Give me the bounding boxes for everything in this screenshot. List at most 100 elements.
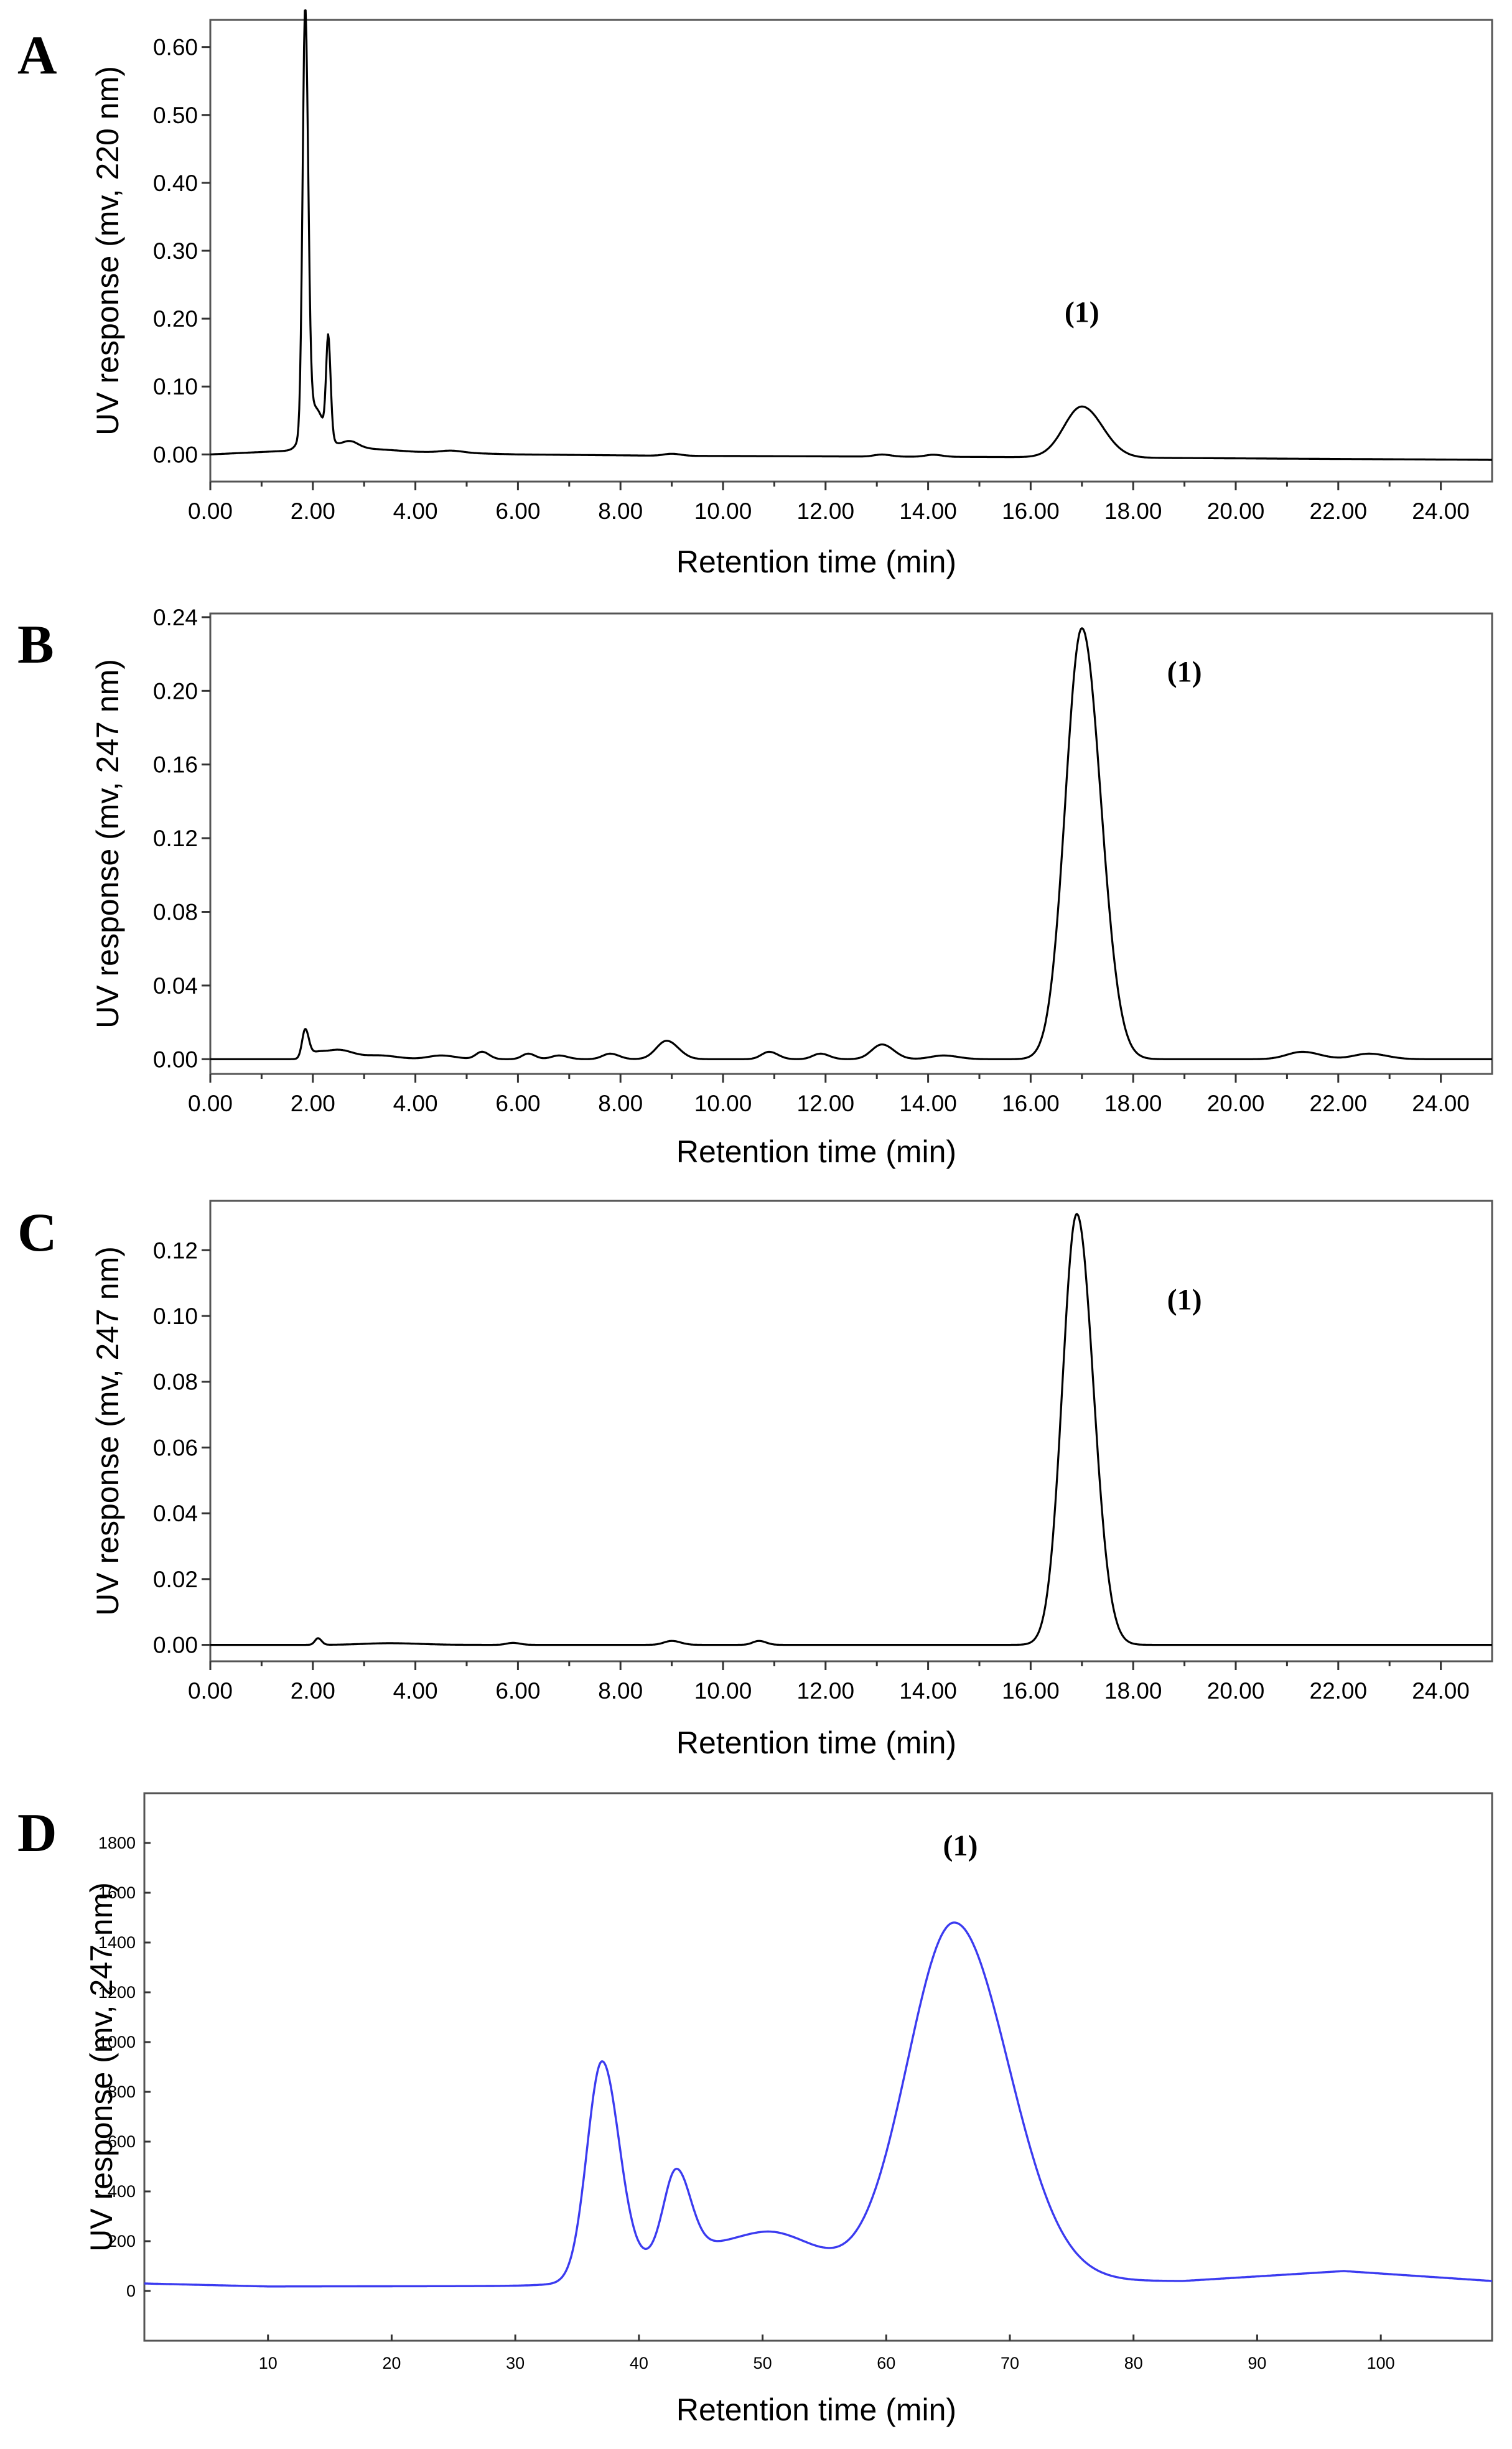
- y-axis-title-a: UV response (mv, 220 nm): [90, 66, 125, 436]
- x-tick-label-d-5: 60: [877, 2354, 895, 2372]
- x-axis-title-d: Retention time (min): [676, 2392, 956, 2427]
- panel-letter-b: B: [17, 615, 54, 675]
- x-tick-label-b-0: 0.00: [188, 1091, 233, 1116]
- x-tick-label-a-1: 2.00: [291, 498, 335, 524]
- x-tick-label-d-9: 100: [1367, 2354, 1395, 2372]
- tick-group-c: 0.00 2.00 4.00 6.00 8.00 10.00 12.00 14.00 16.00…: [153, 1238, 1470, 1704]
- x-tick-label-a-10: 20.00: [1207, 498, 1265, 524]
- panel-letter-d: D: [17, 1803, 57, 1864]
- y-tick-label-c-1: 0.02: [153, 1567, 198, 1592]
- x-tick-label-d-8: 90: [1248, 2354, 1266, 2372]
- y-tick-label-a-0: 0.00: [153, 442, 198, 467]
- peak-label-c: (1): [1167, 1283, 1202, 1316]
- x-axis-title-b: Retention time (min): [676, 1134, 956, 1169]
- x-tick-label-d-6: 70: [1001, 2354, 1019, 2372]
- x-tick-label-c-7: 14.00: [899, 1678, 957, 1704]
- y-tick-label-c-5: 0.10: [153, 1304, 198, 1329]
- y-tick-label-b-5: 0.20: [153, 678, 198, 704]
- y-tick-label-c-2: 0.04: [153, 1501, 198, 1526]
- x-tick-label-a-2: 4.00: [393, 498, 438, 524]
- x-tick-label-a-7: 14.00: [899, 498, 957, 524]
- panel-letter-a: A: [17, 26, 57, 86]
- tick-group-d: 10 20 30 40 50 60 70 80 90 1000200400600800100012…: [98, 1834, 1395, 2372]
- x-tick-label-b-12: 24.00: [1412, 1091, 1470, 1116]
- tick-group-a: 0.00 2.00 4.00 6.00 8.00 10.00 12.00 14.00 16.00…: [153, 35, 1470, 524]
- x-tick-label-c-5: 10.00: [694, 1678, 752, 1704]
- x-tick-label-c-8: 16.00: [1002, 1678, 1060, 1704]
- plot-frame-d: [143, 1792, 1493, 2342]
- x-tick-label-b-9: 18.00: [1104, 1091, 1162, 1116]
- y-tick-label-d-1: 200: [108, 2232, 136, 2251]
- y-tick-label-a-4: 0.40: [153, 170, 198, 196]
- x-tick-label-a-0: 0.00: [188, 498, 233, 524]
- x-tick-label-a-6: 12.00: [797, 498, 855, 524]
- chromatogram-trace-d: [144, 1921, 1493, 2288]
- y-axis-title-d: UV response (mv, 247 nm): [84, 1882, 119, 2252]
- x-tick-label-c-2: 4.00: [393, 1678, 438, 1704]
- x-tick-label-b-5: 10.00: [694, 1091, 752, 1116]
- x-tick-label-a-11: 22.00: [1310, 498, 1368, 524]
- y-tick-label-a-5: 0.50: [153, 103, 198, 128]
- y-axis-title-c: UV response (mv, 247 nm): [90, 1246, 125, 1616]
- panel-c: C 0.00 2.00 4.00 6.00 8.00 10.00 12.00 14.00 16.…: [17, 1200, 1493, 1760]
- x-tick-label-d-0: 10: [259, 2354, 278, 2372]
- x-tick-label-d-2: 30: [506, 2354, 525, 2372]
- x-tick-label-c-4: 8.00: [598, 1678, 643, 1704]
- y-tick-label-a-2: 0.20: [153, 306, 198, 332]
- x-tick-label-d-3: 40: [630, 2354, 648, 2372]
- x-tick-label-a-5: 10.00: [694, 498, 752, 524]
- x-axis-title-c: Retention time (min): [676, 1725, 956, 1760]
- y-tick-label-d-3: 600: [108, 2132, 136, 2151]
- x-tick-label-a-8: 16.00: [1002, 498, 1060, 524]
- x-tick-label-b-10: 20.00: [1207, 1091, 1265, 1116]
- panel-b: B 0.00 2.00 4.00 6.00 8.00 10.00 12.00 14.00 16.…: [17, 605, 1493, 1169]
- y-axis-title-b: UV response (mv, 247 nm): [90, 659, 125, 1029]
- y-tick-label-b-1: 0.04: [153, 973, 198, 999]
- x-tick-label-b-4: 8.00: [598, 1091, 643, 1116]
- x-tick-label-c-11: 22.00: [1310, 1678, 1368, 1704]
- x-tick-label-a-12: 24.00: [1412, 498, 1470, 524]
- y-tick-label-b-4: 0.16: [153, 752, 198, 778]
- x-axis-title-a: Retention time (min): [676, 544, 956, 579]
- x-tick-label-c-1: 2.00: [291, 1678, 335, 1704]
- x-tick-label-b-6: 12.00: [797, 1091, 855, 1116]
- y-tick-label-b-2: 0.08: [153, 900, 198, 925]
- x-tick-label-b-3: 6.00: [495, 1091, 540, 1116]
- tick-group-b: 0.00 2.00 4.00 6.00 8.00 10.00 12.00 14.00 16.00…: [153, 605, 1470, 1116]
- x-tick-label-c-10: 20.00: [1207, 1678, 1265, 1704]
- x-tick-label-b-7: 14.00: [899, 1091, 957, 1116]
- x-tick-label-b-8: 16.00: [1002, 1091, 1060, 1116]
- y-tick-label-d-4: 800: [108, 2083, 136, 2101]
- y-tick-label-b-6: 0.24: [153, 605, 198, 630]
- y-tick-label-d-0: 0: [126, 2282, 136, 2300]
- panel-letter-c: C: [17, 1203, 57, 1263]
- x-tick-label-c-12: 24.00: [1412, 1678, 1470, 1704]
- x-tick-label-a-9: 18.00: [1104, 498, 1162, 524]
- x-tick-label-a-4: 8.00: [598, 498, 643, 524]
- y-tick-label-b-0: 0.00: [153, 1047, 198, 1072]
- chromatogram-trace-a: [210, 9, 1493, 461]
- y-tick-label-c-6: 0.12: [153, 1238, 198, 1263]
- x-tick-label-c-6: 12.00: [797, 1678, 855, 1704]
- peak-label-d: (1): [943, 1829, 978, 1862]
- chromatogram-trace-c: [210, 1213, 1493, 1646]
- x-tick-label-b-11: 22.00: [1310, 1091, 1368, 1116]
- x-tick-label-c-9: 18.00: [1104, 1678, 1162, 1704]
- panel-a: A 0.00 2.00 4.00 6.00 8.00 10.00 12.00 14.00 16.…: [17, 9, 1493, 579]
- y-tick-label-d-9: 1800: [98, 1834, 136, 1852]
- y-tick-label-a-3: 0.30: [153, 238, 198, 264]
- y-tick-label-c-4: 0.08: [153, 1369, 198, 1395]
- y-tick-label-d-8: 1600: [98, 1883, 136, 1902]
- peak-label-a: (1): [1065, 296, 1099, 329]
- x-tick-label-b-2: 4.00: [393, 1091, 438, 1116]
- y-tick-label-c-3: 0.06: [153, 1435, 198, 1460]
- chromatogram-trace-b: [210, 627, 1493, 1060]
- plot-frame-c: [209, 1200, 1493, 1663]
- panel-d: D 10 20 30 40 50 60 70 80 90 10002004006008001000…: [17, 1792, 1493, 2427]
- y-tick-label-c-0: 0.00: [153, 1633, 198, 1658]
- y-tick-label-d-2: 400: [108, 2182, 136, 2201]
- x-tick-label-b-1: 2.00: [291, 1091, 335, 1116]
- plot-frame-b: [209, 612, 1493, 1075]
